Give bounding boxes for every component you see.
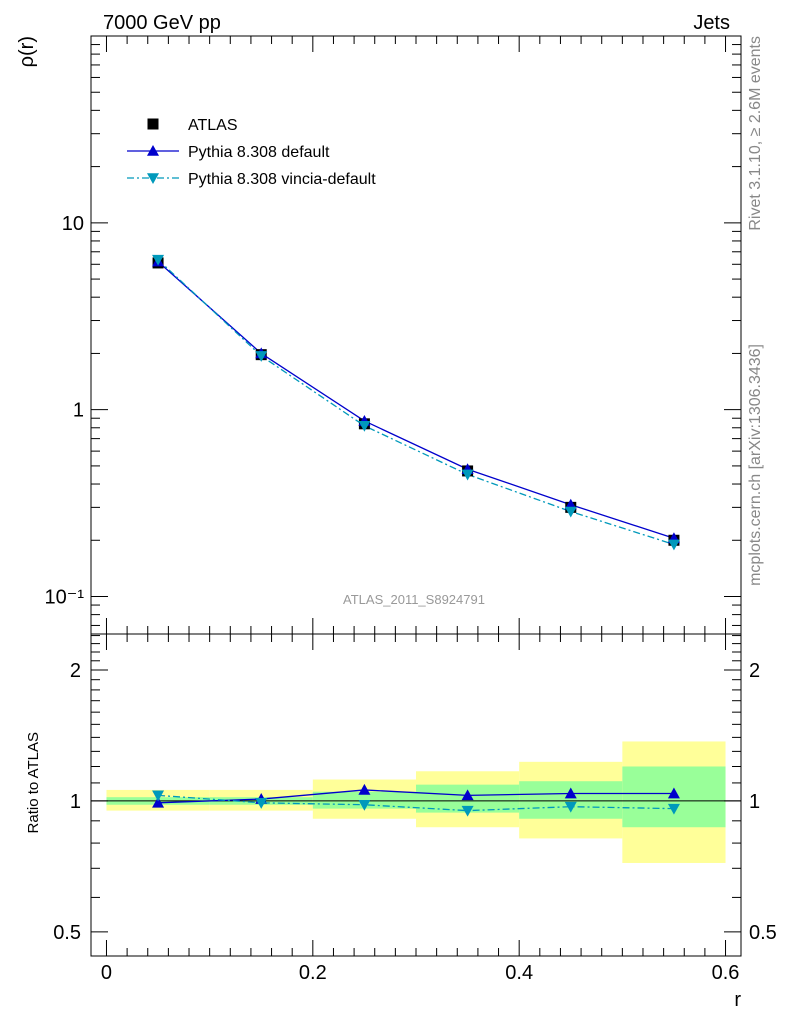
ratio-y-tick-label-right: 1 — [749, 791, 760, 813]
ratio-y-tick-label-left: 1 — [70, 791, 81, 813]
ratio-y-tick-label-left: 2 — [70, 660, 81, 682]
header-left-title: 7000 GeV pp — [103, 12, 221, 34]
mcplots-label: mcplots.cern.ch [arXiv:1306.3436] — [747, 344, 764, 586]
ratio-point-s1-4 — [564, 801, 577, 813]
legend-marker-1 — [147, 145, 159, 156]
main-point-s2-0 — [152, 254, 165, 266]
ratio-point-s0-0 — [152, 796, 165, 808]
ratio-line-series-0 — [158, 789, 674, 804]
ratio-point-s1-2 — [358, 799, 371, 811]
ratio-point-s1-5 — [667, 803, 680, 815]
legend-marker-0 — [147, 118, 159, 130]
x-tick-label: 0.6 — [712, 962, 740, 984]
x-tick-label: 0.2 — [299, 962, 327, 984]
ratio-panel-series — [152, 783, 680, 817]
rivet-label: Rivet 3.1.10, ≥ 2.6M events — [747, 36, 764, 231]
main-y-axis-label: ρ(r) — [16, 36, 38, 67]
ratio-y-tick-label-right: 2 — [749, 660, 760, 682]
ratio-point-s0-3 — [461, 789, 474, 801]
analysis-label: ATLAS_2011_S8924791 — [343, 592, 485, 607]
main-point-s2-5 — [667, 539, 680, 551]
x-tick-label: 0 — [101, 962, 112, 984]
ratio-y-tick-label-left: 0.5 — [53, 922, 81, 944]
legend-label-2: Pythia 8.308 vincia-default — [188, 171, 376, 188]
ratio-point-s0-4 — [564, 787, 577, 799]
axis-tick-labels: 10 1 10⁻¹ 2 2 1 1 0.5 0.5 0 0.2 0.4 0.6 — [45, 213, 777, 984]
ratio-point-s1-0 — [152, 790, 165, 802]
main-point-s2-1 — [255, 351, 268, 362]
legend-label-1: Pythia 8.308 default — [188, 144, 330, 161]
ratio-uncertainty-bands — [106, 741, 726, 863]
main-point-s2-2 — [358, 420, 371, 432]
ratio-y-tick-label-right: 0.5 — [749, 922, 777, 944]
x-axis-label: r — [734, 989, 741, 1011]
main-line-series-1 — [157, 261, 675, 539]
main-point-s2-3 — [461, 469, 474, 481]
ratio-point-s1-1 — [255, 798, 268, 809]
axis-ticks — [91, 35, 741, 956]
main-panel-series — [152, 254, 680, 551]
legend-marker-2 — [147, 173, 159, 184]
ratio-point-s1-3 — [461, 805, 474, 817]
main-y-tick-label: 10 — [62, 213, 84, 235]
legend: ATLAS Pythia 8.308 default Pythia 8.308 vi… — [127, 117, 376, 188]
main-line-series-2 — [157, 259, 675, 546]
ratio-y-axis-label: Ratio to ATLAS — [25, 732, 42, 833]
ratio-point-s0-2 — [358, 783, 371, 795]
ratio-line-series-1 — [158, 794, 674, 812]
legend-label-0: ATLAS — [188, 117, 238, 134]
inner-band-4 — [519, 781, 623, 819]
header-right-title: Jets — [693, 12, 730, 34]
main-y-tick-label: 1 — [73, 400, 84, 422]
x-tick-label: 0.4 — [505, 962, 533, 984]
ratio-point-s0-5 — [667, 787, 680, 799]
main-y-tick-label: 10⁻¹ — [45, 587, 85, 609]
main-point-s2-4 — [564, 506, 577, 518]
